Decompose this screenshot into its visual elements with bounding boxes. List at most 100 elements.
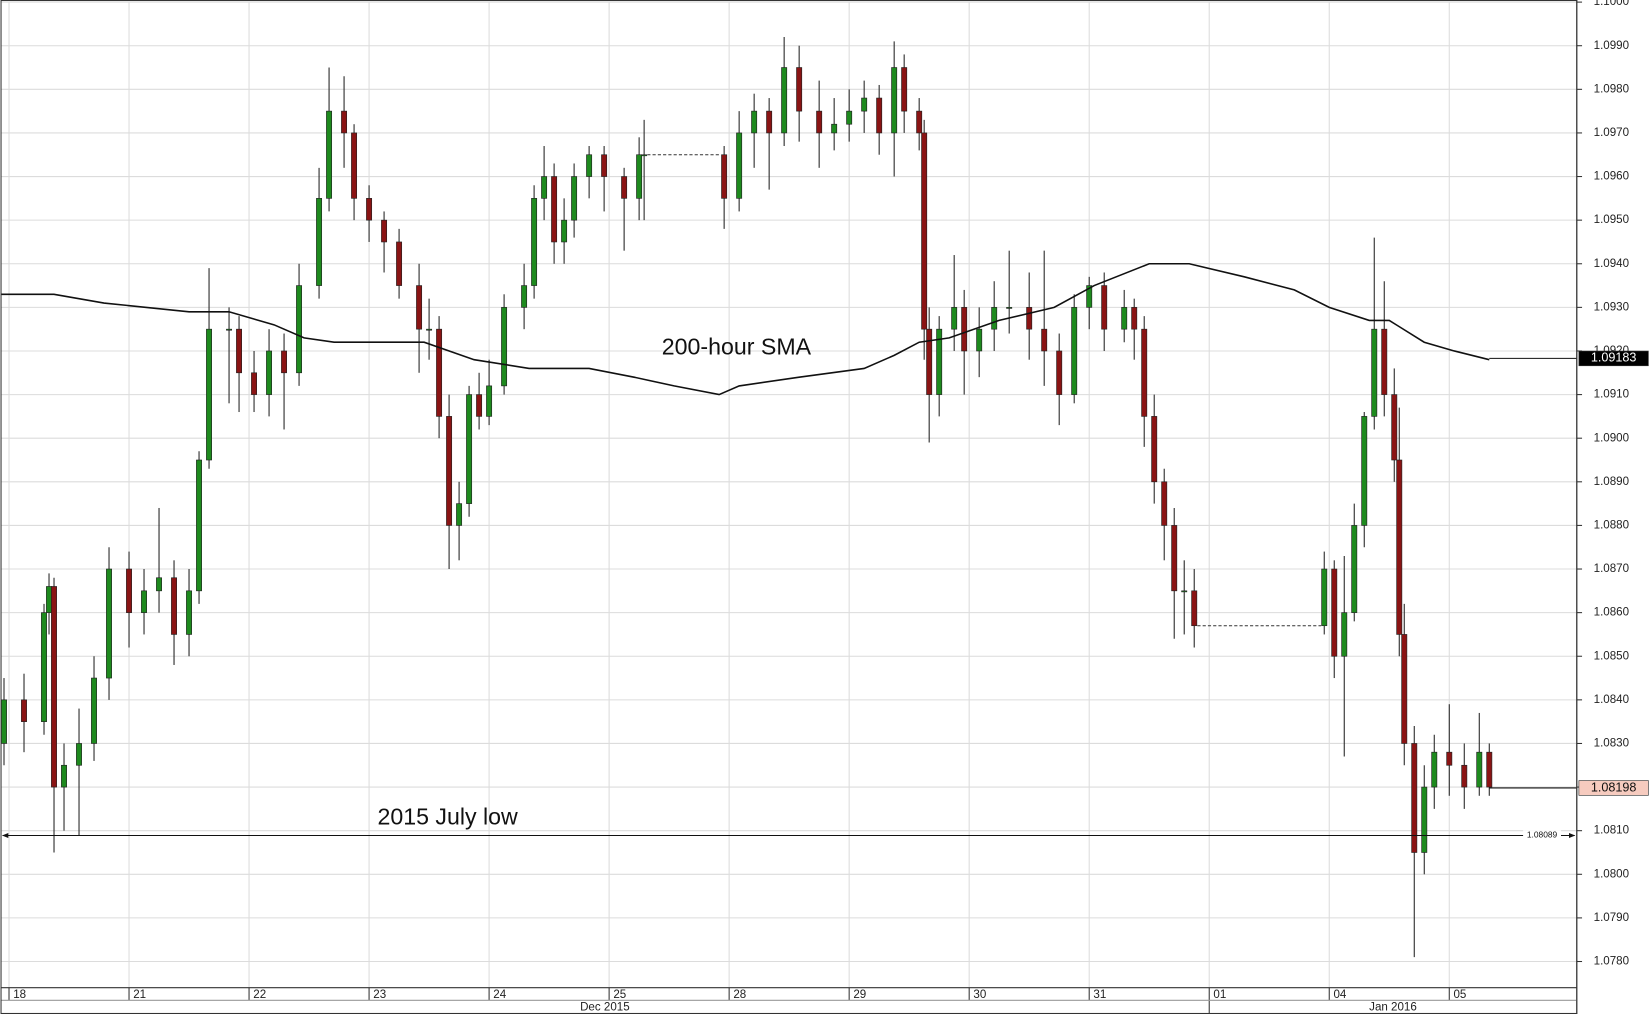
candle-body: [316, 198, 323, 286]
candle-body: [891, 67, 898, 134]
sma-annotation: 200-hour SMA: [662, 334, 812, 360]
x-tick-label: 18: [13, 989, 26, 1001]
candle-body: [416, 285, 423, 330]
last-sma-box: [1578, 350, 1649, 367]
x-tick-label: 28: [733, 989, 746, 1001]
candle-body: [1391, 394, 1398, 461]
candle-body: [76, 743, 82, 766]
candle-body: [916, 110, 923, 134]
candle-body: [456, 503, 463, 526]
candle-body: [1476, 751, 1483, 788]
candle-body: [1151, 416, 1158, 483]
candle-body: [531, 198, 538, 286]
y-tick-label: 1.0940: [1594, 258, 1629, 270]
last-close-label: 1.08198: [1591, 780, 1637, 794]
candle-body: [721, 154, 728, 199]
y-tick-label: 1.0790: [1594, 912, 1629, 924]
candle-body: [901, 67, 908, 112]
x-tick-label: 04: [1333, 989, 1346, 1001]
y-tick-label: 1.0850: [1594, 650, 1629, 662]
candle-body: [831, 123, 838, 134]
candle-body: [436, 328, 443, 417]
candle-body: [326, 110, 333, 199]
candle-body: [351, 132, 358, 199]
candle-body: [636, 154, 643, 199]
candle-body: [141, 590, 147, 613]
y-tick-label: 1.1000: [1594, 0, 1629, 8]
candle-body: [961, 307, 968, 352]
y-tick-label: 1.0980: [1594, 83, 1629, 95]
candle-body: [1131, 307, 1138, 330]
candle-body: [1381, 328, 1388, 395]
candle-body: [846, 110, 853, 125]
candle-body: [1171, 525, 1178, 592]
x-tick-label: 29: [853, 989, 866, 1001]
y-tick-label: 1.0870: [1594, 563, 1629, 575]
candle-body: [501, 307, 508, 387]
month-label: Dec 2015: [580, 1002, 630, 1014]
candle-body: [921, 132, 928, 330]
support-label: 1.08089: [1527, 830, 1558, 840]
candle-body: [1321, 568, 1328, 627]
x-tick-label: 24: [493, 989, 506, 1001]
candle-body: [1101, 285, 1108, 330]
candle-body: [381, 219, 388, 243]
candle-body: [601, 154, 608, 177]
candle-body: [1431, 751, 1438, 788]
y-tick-label: 1.0880: [1594, 519, 1629, 531]
candle-body: [926, 328, 933, 395]
x-tick-label: 22: [253, 989, 266, 1001]
frame: [0, 0, 1578, 1014]
candle-body: [1191, 590, 1198, 627]
x-tick-label: 25: [613, 989, 626, 1001]
candle-body: [751, 110, 758, 134]
candle-body: [486, 385, 493, 417]
y-tick-label: 1.0800: [1594, 868, 1629, 880]
candle-body: [976, 328, 983, 352]
candle-body: [206, 328, 212, 461]
candle-body: [341, 110, 348, 134]
candle-body: [1361, 416, 1368, 526]
candle-body: [266, 350, 273, 395]
candle-body: [1446, 751, 1453, 766]
y-tick-label: 1.0780: [1594, 956, 1629, 968]
candle-body: [21, 699, 27, 722]
sma-line: [0, 262, 1490, 396]
candle-body: [51, 586, 57, 788]
x-tick-label: 21: [133, 989, 146, 1001]
candle-body: [251, 372, 257, 395]
candle-body: [1461, 764, 1468, 788]
candle-body: [1421, 786, 1428, 853]
candle-body: [861, 97, 868, 112]
candle-body: [621, 176, 628, 199]
month-label: Jan 2016: [1369, 1002, 1417, 1014]
candle-body: [1161, 481, 1168, 526]
y-tick-label: 1.0990: [1594, 40, 1629, 52]
candle-body: [586, 154, 593, 177]
x-tick-label: 01: [1213, 989, 1226, 1001]
candle-body: [561, 219, 568, 243]
candle-body: [1486, 751, 1493, 788]
plot: 1.08089: [0, 36, 1577, 958]
y-tick-label: 1.0830: [1594, 738, 1629, 750]
candle-body: [521, 285, 528, 308]
candle-body: [1341, 612, 1348, 657]
candle-body: [126, 568, 132, 613]
support-annotation: 2015 July low: [377, 803, 518, 829]
x-tick-label: 23: [373, 989, 386, 1001]
last-sma-label: 1.09183: [1591, 351, 1637, 365]
y-tick-label: 1.0910: [1594, 389, 1629, 401]
candle-body: [1121, 307, 1128, 330]
x-tick-label: 30: [973, 989, 986, 1001]
candle-body: [991, 307, 998, 330]
y-tick-label: 1.0970: [1594, 127, 1629, 139]
y-tick-label: 1.0950: [1594, 214, 1629, 226]
candle-body: [541, 176, 548, 199]
candle-body: [476, 394, 483, 417]
candle-body: [366, 198, 373, 221]
candle-body: [1396, 459, 1403, 635]
candle-body: [1056, 350, 1063, 395]
